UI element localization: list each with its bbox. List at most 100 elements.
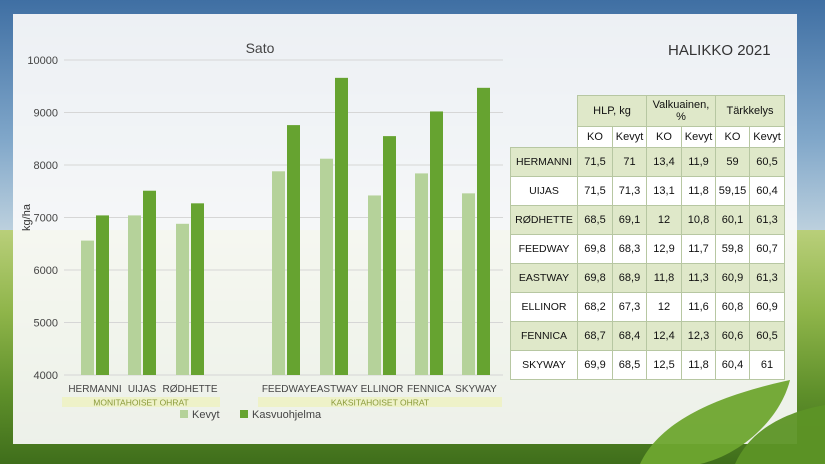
bar-kevyt [128, 215, 141, 375]
table-cell: 71 [612, 147, 647, 177]
x-tick-label: SKYWAY [455, 384, 497, 395]
bar-kasvuohjelma [477, 87, 490, 375]
table-cell: 12 [646, 292, 682, 322]
table-cell: 13,1 [646, 176, 682, 206]
x-tick-label: HERMANNI [68, 384, 121, 395]
table-cell: 68,5 [577, 205, 613, 235]
table-cell: 68,9 [612, 263, 647, 293]
table-sub-header: Kevyt [681, 126, 716, 148]
table-cell: 71,5 [577, 176, 613, 206]
table-cell: 60,1 [715, 205, 750, 235]
bar-kasvuohjelma [430, 111, 443, 375]
bar-kevyt [272, 171, 285, 375]
table-cell: 60,9 [749, 292, 785, 322]
bar-kevyt [320, 158, 333, 375]
table-row-name: FEEDWAY [510, 234, 578, 264]
x-tick-label: ELLINOR [361, 384, 404, 395]
table-cell: 69,8 [577, 263, 613, 293]
page-heading: HALIKKO 2021 [668, 42, 771, 59]
table-row-name: SKYWAY [510, 350, 578, 380]
table-row: FENNICA 68,7 68,4 12,4 12,3 60,6 60,5 [510, 321, 785, 351]
table-row: HERMANNI 71,5 71 13,4 11,9 59 60,5 [510, 147, 785, 177]
table-cell: 60,4 [715, 350, 750, 380]
table-cell: 71,5 [577, 147, 613, 177]
table-cell: 69,1 [612, 205, 647, 235]
table-cell: 12,3 [681, 321, 716, 351]
table-sub-header: KO [715, 126, 750, 148]
table-cell: 12,5 [646, 350, 682, 380]
group-label: MONITAHOISET OHRAT [93, 398, 188, 408]
table-group-header: Valkuainen, % [646, 95, 716, 127]
table-cell: 60,7 [749, 234, 785, 264]
legend-swatch [240, 410, 248, 418]
bar-kasvuohjelma [96, 215, 109, 375]
group-label: KAKSITAHOISET OHRAT [331, 398, 429, 408]
table-group-header: HLP, kg [577, 95, 647, 127]
table-row: RØDHETTE 68,5 69,1 12 10,8 60,1 61,3 [510, 205, 785, 235]
table-cell: 68,7 [577, 321, 613, 351]
table-cell: 60,5 [749, 321, 785, 351]
table-corner [511, 127, 578, 148]
table-sub-header: KO [646, 126, 682, 148]
table-cell: 60,6 [715, 321, 750, 351]
table-cell: 68,3 [612, 234, 647, 264]
table-group-header: Tärkkelys [715, 95, 785, 127]
table-row-name: ELLINOR [510, 292, 578, 322]
x-tick-label: EASTWAY [310, 384, 358, 395]
table-row: EASTWAY 69,8 68,9 11,8 11,3 60,9 61,3 [510, 263, 785, 293]
bar-kevyt [176, 223, 189, 375]
bar-kasvuohjelma [335, 77, 348, 375]
table-cell: 67,3 [612, 292, 647, 322]
table-cell: 59,8 [715, 234, 750, 264]
legend-label: Kevyt [192, 409, 220, 421]
table-row-name: EASTWAY [510, 263, 578, 293]
group-band [62, 397, 220, 407]
table-row: FEEDWAY 69,8 68,3 12,9 11,7 59,8 60,7 [510, 234, 785, 264]
table-row-name: UIJAS [510, 176, 578, 206]
table-group-header-row: HLP, kg Valkuainen, % Tärkkelys [511, 95, 785, 127]
table-cell: 61,3 [749, 263, 785, 293]
table-row: ELLINOR 68,2 67,3 12 11,6 60,8 60,9 [510, 292, 785, 322]
x-tick-label: UIJAS [128, 384, 157, 395]
x-tick-label: RØDHETTE [163, 384, 218, 395]
quality-table: HLP, kg Valkuainen, % Tärkkelys KO Kevyt… [510, 95, 785, 380]
table-row: UIJAS 71,5 71,3 13,1 11,8 59,15 60,4 [510, 176, 785, 206]
table-cell: 68,4 [612, 321, 647, 351]
table-row-name: HERMANNI [510, 147, 578, 177]
table-sub-header: Kevyt [749, 126, 785, 148]
x-tick-label: FENNICA [407, 384, 451, 395]
group-band [258, 397, 502, 407]
y-tick-label: 10000 [27, 55, 58, 67]
table-cell: 11,7 [681, 234, 716, 264]
y-tick-label: 4000 [34, 370, 58, 382]
table-cell: 10,8 [681, 205, 716, 235]
table-row-name: FENNICA [510, 321, 578, 351]
table-row-name: RØDHETTE [510, 205, 578, 235]
table-cell: 60,9 [715, 263, 750, 293]
table-cell: 59,15 [715, 176, 750, 206]
table-cell: 11,3 [681, 263, 716, 293]
bar-kevyt [368, 195, 381, 375]
bar-kasvuohjelma [287, 125, 300, 375]
table-cell: 69,9 [577, 350, 613, 380]
bar-kevyt [81, 240, 94, 375]
table-cell: 11,8 [681, 176, 716, 206]
table-cell: 61,3 [749, 205, 785, 235]
table-cell: 59 [715, 147, 750, 177]
y-tick-label: 7000 [34, 213, 58, 225]
table-cell: 13,4 [646, 147, 682, 177]
y-tick-label: 8000 [34, 160, 58, 172]
table-sub-header-row: KO Kevyt KO Kevyt KO Kevyt [511, 126, 785, 148]
x-tick-label: FEEDWAY [262, 384, 311, 395]
table-cell: 12,4 [646, 321, 682, 351]
table-cell: 12 [646, 205, 682, 235]
table-cell: 68,2 [577, 292, 613, 322]
y-axis-label: kg/ha [21, 203, 33, 231]
table-cell: 71,3 [612, 176, 647, 206]
table-cell: 60,4 [749, 176, 785, 206]
table-cell: 69,8 [577, 234, 613, 264]
bar-kasvuohjelma [383, 136, 396, 375]
bar-kevyt [415, 173, 428, 375]
